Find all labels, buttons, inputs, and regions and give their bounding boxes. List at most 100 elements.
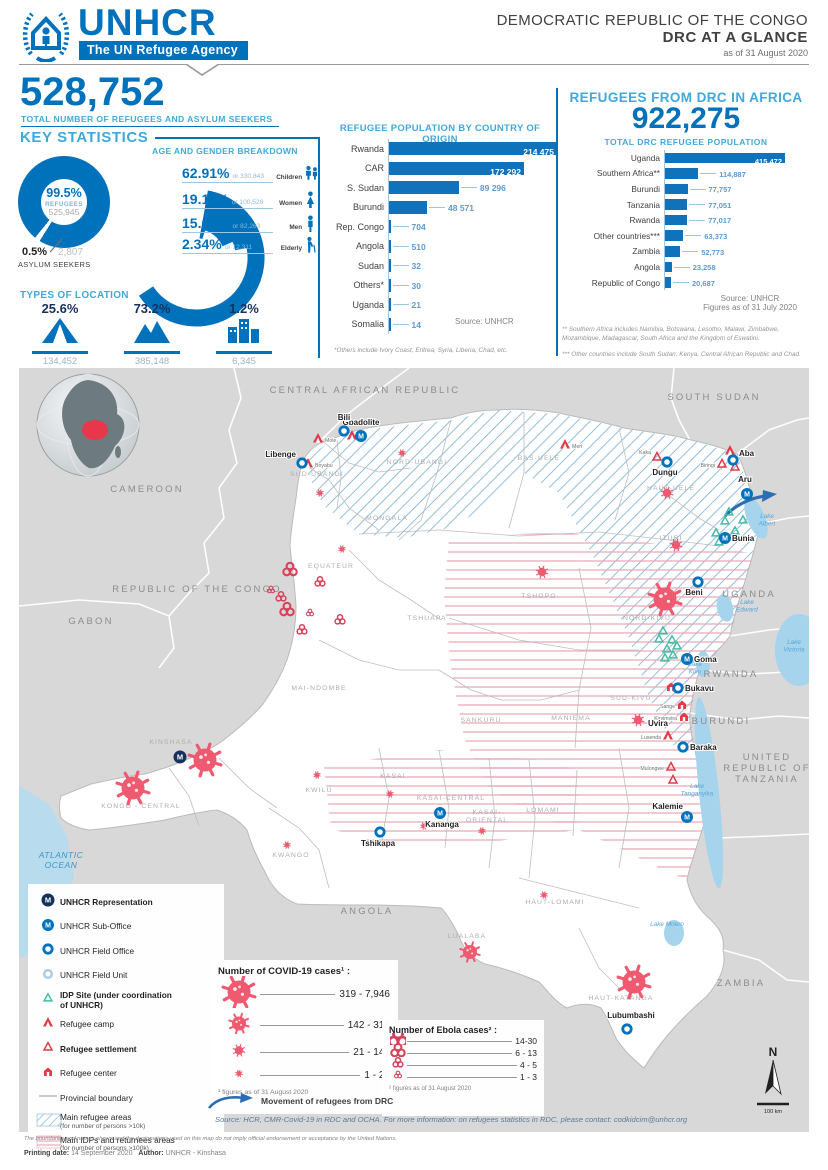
map-source: Source: HCR, CMR-Covid-19 in RDC and OCH…: [215, 1115, 688, 1124]
bar-track: 48 571: [388, 197, 565, 217]
ebola-marker: [314, 575, 326, 587]
map-label: HAUT-LOMAMI: [525, 899, 584, 906]
marker-label: Libenge: [265, 450, 296, 459]
bar-dash: [392, 323, 409, 325]
bar-dash: [689, 188, 706, 190]
bar-label: Sudan: [357, 260, 384, 271]
map-label: Lake Edward: [736, 599, 758, 613]
africa-footnote-1: ** Southern Africa includes Namibia, Bot…: [562, 326, 780, 342]
bar-track: 32: [388, 256, 565, 276]
bar-value: 77,757: [708, 185, 732, 195]
map-label: GABON: [68, 616, 113, 627]
bar-value: 77,017: [708, 216, 732, 226]
bar-dash: [392, 284, 409, 286]
covid-marker: [669, 538, 683, 552]
city-baraka: Baraka: [677, 741, 718, 753]
legend-item-settlement: Refugee settlement: [36, 1039, 220, 1060]
africa-rows-row: Zambia 52,773: [560, 243, 793, 260]
ebola-legend-row: 14-30: [387, 1028, 537, 1048]
refugee-camp-marker: Lusenda: [640, 730, 673, 742]
location-type-tent: 25.6%134,452Camps and settlements: [14, 301, 106, 375]
origin-rows-row: Rwanda 214 475: [330, 139, 565, 159]
center-icon: [44, 1067, 52, 1076]
refugee-asylum-donut-chart: 99.5% REFUGEES 525,945: [18, 156, 110, 248]
main-idp-areas-hatch: [324, 532, 754, 880]
ebola-legend-range: 6 - 13: [515, 1048, 537, 1058]
representation-icon: M: [41, 893, 55, 907]
bar-label: Zambia: [632, 246, 660, 257]
age-gender-row-women: 19.11% or 100,528 Women: [182, 183, 318, 209]
map-label: CAMEROON: [110, 484, 184, 495]
ebola-marker: [296, 623, 308, 635]
ebola-legend-range: 4 - 5: [519, 1060, 537, 1070]
bar: [665, 199, 688, 210]
mountains-icon: [134, 321, 170, 343]
map-label: ZAMBIA: [717, 978, 766, 989]
origin-rows-row: S. Sudan 89 296: [330, 178, 565, 198]
covid-virus-icon: [235, 1069, 243, 1077]
bar: 415,472: [665, 152, 785, 166]
doc-as-of-date: as of 31 August 2020: [723, 48, 808, 58]
marker-label: Aru: [738, 475, 752, 484]
marker-label: Bili: [338, 413, 350, 422]
city-dungu: Dungu: [651, 456, 679, 478]
location-value: 385,148: [134, 356, 170, 367]
refugee-camp-marker: Mole: [313, 433, 337, 445]
africa-rows-row: Uganda 415,472: [560, 150, 793, 166]
bar-track: 172 292: [388, 158, 565, 178]
svg-text:M: M: [684, 657, 690, 664]
legend-label: Main refugee areas (for number of persons…: [60, 1112, 146, 1130]
covid-legend-row: 319 - 7,946: [218, 974, 390, 1011]
age-arc-women: [202, 204, 249, 251]
city-gbadolite: M Gbadolite: [342, 417, 381, 442]
map-label: ITURI: [659, 535, 682, 542]
bar-label: CAR: [364, 163, 384, 174]
bar-label: Tanzania: [626, 199, 660, 210]
ebola-legend-note: ² figures as of 31 August 2020: [389, 1085, 472, 1092]
map-label: Lake Tanganyika: [681, 783, 714, 797]
bar-label: Uganda: [352, 299, 384, 310]
covid-legend-line: [260, 993, 336, 995]
bar: 172 292: [389, 161, 524, 177]
ebola-legend-row: 1 - 3: [389, 1070, 537, 1083]
map-label: KWILU: [305, 787, 332, 794]
bar-value: 52,773: [701, 247, 725, 257]
map-label: SUD-UBANGI: [290, 471, 344, 478]
marker-label: Biringi: [701, 463, 715, 469]
logo-tagline: The UN Refugee Agency: [79, 41, 249, 60]
bar: [665, 214, 688, 226]
city-goma: M Goma: [681, 653, 718, 665]
marker-label: Lusenda: [641, 735, 661, 741]
bar-value: 704: [411, 222, 426, 232]
bar: [665, 261, 672, 273]
covid-marker: [540, 891, 548, 899]
age-count: or 82,263: [232, 223, 261, 230]
location-underline: [216, 351, 272, 354]
map-label: EQUATEUR: [308, 563, 354, 570]
africa-rows-row: Burundi 77,757: [560, 181, 793, 197]
bar-dash: [460, 187, 477, 188]
city-lubumbashi: Lubumbashi: [606, 1010, 656, 1035]
ebola-legend-range: 14-30: [515, 1036, 537, 1046]
legend-item-camp: Refugee camp: [36, 1015, 220, 1036]
covid-marker: [316, 489, 324, 497]
city-tshikapa: Tshikapa: [360, 826, 397, 849]
bar: [389, 278, 391, 292]
legend-label: IDP Site (under coordination of UNHCR): [60, 989, 172, 1010]
marker-label: Beni: [685, 588, 702, 597]
column-divider-1: [318, 137, 320, 358]
ebola-legend-range: 1 - 3: [519, 1072, 537, 1082]
city-bukavu: Bukavu: [672, 682, 715, 694]
bar-track: 52,773: [664, 243, 793, 260]
map-label: KINSHASA: [149, 739, 192, 746]
idp-site-marker: [659, 652, 671, 662]
svg-text:M: M: [358, 434, 364, 441]
city-libenge: Libenge: [264, 449, 308, 469]
city-aru: M Aru: [737, 474, 753, 500]
origin-rows-row: Burundi 48 571: [330, 197, 565, 217]
bar: [389, 200, 427, 214]
africa-rows-row: Tanzania 77,051: [560, 196, 793, 213]
bar-dash: [689, 219, 706, 221]
legend-item-idp: IDP Site (under coordination of UNHCR): [36, 990, 220, 1011]
bar-label: Rep. Congo: [335, 221, 384, 232]
